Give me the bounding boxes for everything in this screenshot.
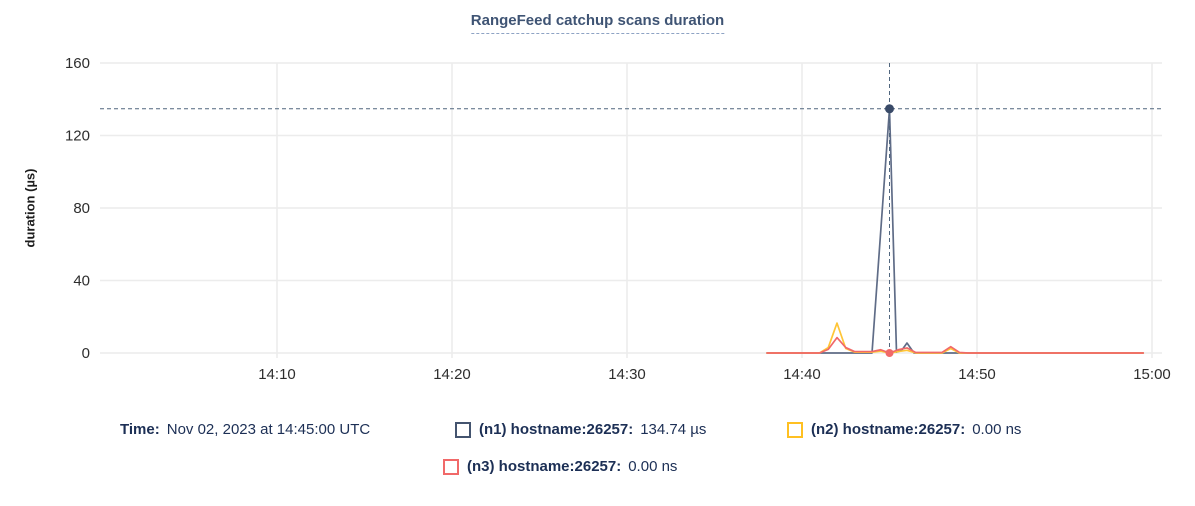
legend-item-n3: (n3) hostname:26257: 0.00 ns	[443, 458, 677, 475]
legend-item-n3-label: (n3) hostname:26257:	[467, 458, 622, 475]
legend-item-n3-value: 0.00 ns	[628, 458, 678, 475]
x-gridlines: 14:10 14:20 14:30 14:40 14:50 15:00	[258, 63, 1171, 383]
chart-canvas[interactable]: 0 40 80 120 160 14:10 14:20 14:30 14:40 14:50 15:0…	[0, 0, 1195, 400]
chart-title[interactable]: RangeFeed catchup scans duration	[470, 12, 725, 34]
x-tick-label: 14:30	[608, 366, 646, 383]
legend-item-n2-value: 0.00 ns	[972, 421, 1022, 438]
crosshair	[100, 63, 1162, 357]
x-tick-label: 14:10	[258, 366, 296, 383]
y-tick-label: 160	[65, 55, 90, 72]
x-tick-label: 14:40	[783, 366, 821, 383]
legend-time: Time: Nov 02, 2023 at 14:45:00 UTC	[120, 421, 370, 438]
legend-item-n1: (n1) hostname:26257: 134.74 µs	[455, 421, 706, 438]
y-tick-label: 120	[65, 128, 90, 145]
hover-point-peak	[885, 104, 894, 114]
series-line-n2	[766, 322, 1145, 354]
legend-item-n2: (n2) hostname:26257: 0.00 ns	[787, 421, 1021, 438]
legend-item-n2-label: (n2) hostname:26257:	[811, 421, 966, 438]
y-tick-label: 40	[73, 273, 90, 290]
series-line-n1	[766, 107, 1145, 354]
series-n2-swatch-icon	[787, 421, 803, 438]
legend-time-value: Nov 02, 2023 at 14:45:00 UTC	[166, 421, 371, 438]
hover-point-baseline	[885, 349, 894, 357]
legend-time-label: Time:	[120, 421, 160, 438]
legend-item-n1-value: 134.74 µs	[640, 421, 707, 438]
legend-item-n1-label: (n1) hostname:26257:	[479, 421, 634, 438]
y-tick-label: 80	[73, 200, 90, 217]
x-tick-label: 15:00	[1133, 366, 1171, 383]
series-n3-swatch-icon	[443, 458, 459, 475]
series-n1-swatch-icon	[455, 421, 471, 438]
y-tick-label: 0	[82, 345, 90, 362]
y-gridlines: 0 40 80 120 160	[65, 55, 1162, 362]
x-tick-label: 14:20	[433, 366, 471, 383]
x-tick-label: 14:50	[958, 366, 996, 383]
